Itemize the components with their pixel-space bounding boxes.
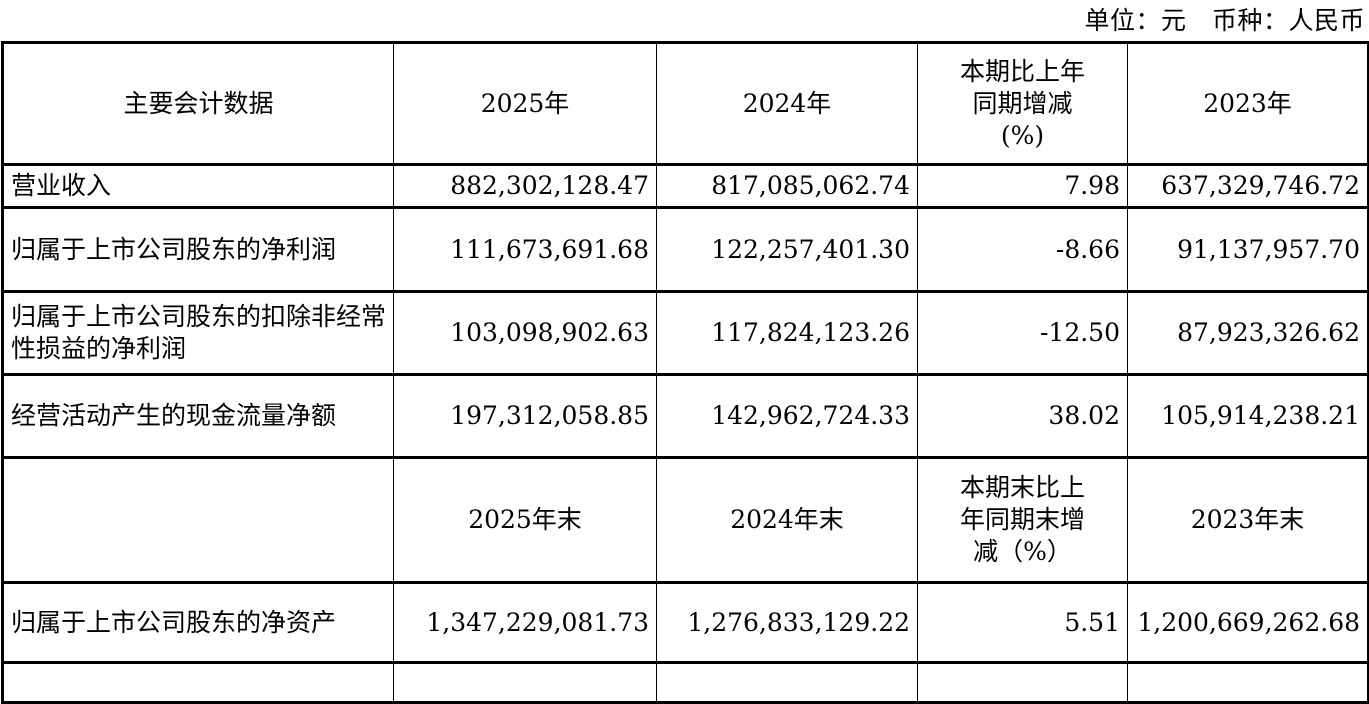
- header-end-change-line-2: 年同期末增: [959, 505, 1085, 534]
- cell-change-pct: 7.98: [917, 164, 1128, 209]
- cell-2025-end: 1,347,229,081.73: [393, 582, 657, 664]
- cell-2023-end: [1127, 662, 1369, 703]
- cell-change-pct: 5.51: [917, 582, 1128, 664]
- header-cell-2024-end: 2024年末: [656, 456, 918, 584]
- row-label-operating-revenue: 营业收入: [1, 164, 394, 209]
- cell-2025: 111,673,691.68: [393, 207, 657, 293]
- row-label-net-profit-attributable: 归属于上市公司股东的净利润: [1, 207, 394, 293]
- header-cell-2023-end: 2023年末: [1127, 456, 1369, 584]
- cell-2023-end: 1,200,669,262.68: [1127, 582, 1369, 664]
- cell-2023: 105,914,238.21: [1127, 374, 1369, 459]
- cell-2023: 91,137,957.70: [1127, 207, 1369, 293]
- table-header-row-period: 主要会计数据 2025年 2024年 本期比上年 同期增减 (%) 2023年: [1, 42, 1369, 166]
- cell-2024: 142,962,724.33: [656, 374, 918, 459]
- table-row: 归属于上市公司股东的净资产 1,347,229,081.73 1,276,833…: [1, 582, 1369, 664]
- cell-2025: 197,312,058.85: [393, 374, 657, 459]
- row-label-net-profit-excl-nonrecurring: 归属于上市公司股东的扣除非经常性损益的净利润: [1, 291, 394, 376]
- cell-2023: 87,923,326.62: [1127, 291, 1369, 376]
- row-label-clipped: [1, 662, 394, 703]
- table-header-row-period-end: 2025年末 2024年末 本期末比上 年同期末增 减（%） 2023年末: [1, 456, 1369, 584]
- cell-2024-end: 1,276,833,129.22: [656, 582, 918, 664]
- cell-change-pct: -12.50: [917, 291, 1128, 376]
- header-end-change-line-3: 减（%）: [973, 537, 1072, 566]
- cell-change-pct: -8.66: [917, 207, 1128, 293]
- header-cell-period-change-pct: 本期比上年 同期增减 (%): [917, 42, 1128, 166]
- unit-currency-caption: 单位：元 币种：人民币: [1084, 6, 1365, 35]
- row-label-net-assets-attributable: 归属于上市公司股东的净资产: [1, 582, 394, 664]
- unit-currency-caption-row: 单位：元 币种：人民币: [0, 0, 1369, 41]
- header-change-line-2: 同期增减: [972, 88, 1073, 118]
- header-change-line-1: 本期比上年: [959, 56, 1085, 86]
- header-change-line-3: (%): [1000, 120, 1045, 150]
- table-row: 归属于上市公司股东的净利润 111,673,691.68 122,257,401…: [1, 207, 1369, 293]
- row-label-operating-cash-flow: 经营活动产生的现金流量净额: [1, 374, 394, 459]
- main-accounting-data-table: 主要会计数据 2025年 2024年 本期比上年 同期增减 (%) 2023年 …: [1, 41, 1369, 704]
- header-cell-2025: 2025年: [393, 42, 657, 166]
- header-end-change-line-1: 本期末比上: [959, 473, 1085, 502]
- cell-2023: 637,329,746.72: [1127, 164, 1369, 209]
- cell-2024: 117,824,123.26: [656, 291, 918, 376]
- table-row: 归属于上市公司股东的扣除非经常性损益的净利润 103,098,902.63 11…: [1, 291, 1369, 376]
- header-cell-2023: 2023年: [1127, 42, 1369, 166]
- cell-change-pct: [917, 662, 1128, 703]
- cell-2024-end: [656, 662, 918, 703]
- cell-2025-end: [393, 662, 657, 703]
- header-cell-2025-end: 2025年末: [393, 456, 657, 584]
- table-row: [1, 662, 1369, 703]
- header-cell-empty: [1, 456, 394, 584]
- cell-2025: 882,302,128.47: [393, 164, 657, 209]
- header-cell-2024: 2024年: [656, 42, 918, 166]
- table-row: 营业收入 882,302,128.47 817,085,062.74 7.98 …: [1, 164, 1369, 209]
- cell-2024: 122,257,401.30: [656, 207, 918, 293]
- table-row: 经营活动产生的现金流量净额 197,312,058.85 142,962,724…: [1, 374, 1369, 459]
- header-cell-main-accounting-data: 主要会计数据: [1, 42, 394, 166]
- cell-2025: 103,098,902.63: [393, 291, 657, 376]
- header-cell-period-end-change-pct: 本期末比上 年同期末增 减（%）: [917, 456, 1128, 584]
- cell-change-pct: 38.02: [917, 374, 1128, 459]
- cell-2024: 817,085,062.74: [656, 164, 918, 209]
